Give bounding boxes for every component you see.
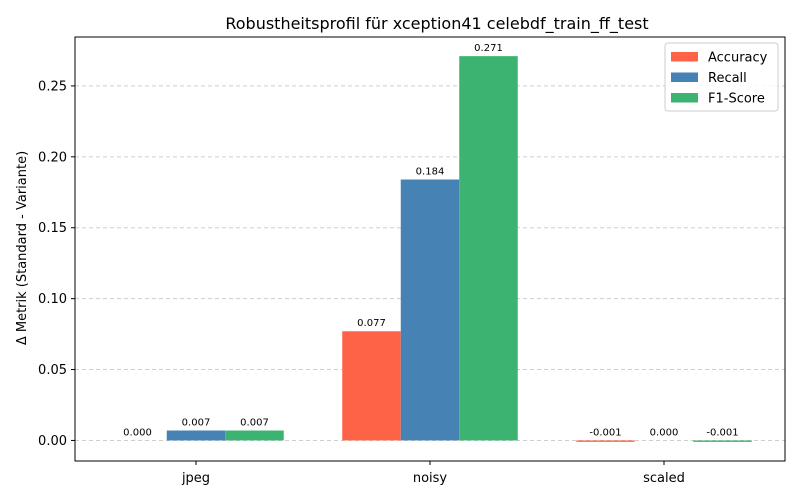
legend-swatch-recall — [671, 72, 698, 82]
data-labels: 0.000 0.007 0.007 0.077 0.184 0.271 -0.001 0.00… — [123, 43, 738, 438]
y-axis-label: Δ Metrik (Standard - Variante) — [15, 151, 30, 345]
data-label: 0.000 — [123, 427, 152, 438]
axes: 0.00 0.05 0.10 0.15 0.20 0.25 jpeg noisy scaled — [38, 36, 786, 486]
y-tick-label: 0.10 — [38, 292, 67, 307]
bar-accuracy-noisy — [342, 331, 401, 441]
y-tick-label: 0.20 — [38, 150, 67, 165]
y-tick-label: 0.15 — [38, 221, 67, 236]
bar-f1-score-scaled — [693, 440, 752, 442]
x-tick-label: scaled — [643, 471, 685, 486]
data-label: -0.001 — [706, 427, 738, 438]
legend-swatch-f1-score — [671, 93, 698, 103]
chart-title: Robustheitsprofil für xception41 celebdf… — [225, 14, 648, 34]
legend-label-f1-score: F1-Score — [708, 92, 765, 107]
data-label: 0.007 — [182, 418, 211, 429]
legend-label-accuracy: Accuracy — [708, 51, 768, 66]
bars — [108, 56, 752, 442]
data-label: 0.184 — [416, 167, 445, 178]
data-label: -0.001 — [589, 427, 621, 438]
y-tick-label: 0.00 — [38, 434, 67, 449]
bar-f1-score-jpeg — [225, 430, 284, 441]
y-tick-label: 0.25 — [38, 79, 67, 94]
data-label: 0.007 — [240, 418, 269, 429]
bar-recall-jpeg — [166, 430, 226, 441]
data-label: 0.000 — [650, 427, 679, 438]
data-label: 0.077 — [357, 318, 386, 329]
legend: Accuracy Recall F1-Score — [664, 42, 779, 112]
x-tick-label: noisy — [413, 471, 448, 486]
legend-label-recall: Recall — [708, 71, 747, 86]
x-tick-label: jpeg — [181, 471, 210, 486]
y-tick-label: 0.05 — [38, 363, 67, 378]
data-label: 0.271 — [474, 43, 503, 54]
bar-accuracy-scaled — [576, 440, 635, 442]
bar-recall-noisy — [400, 179, 460, 441]
plot-frame — [74, 36, 786, 462]
legend-swatch-accuracy — [671, 52, 698, 62]
bar-f1-score-noisy — [459, 56, 518, 441]
